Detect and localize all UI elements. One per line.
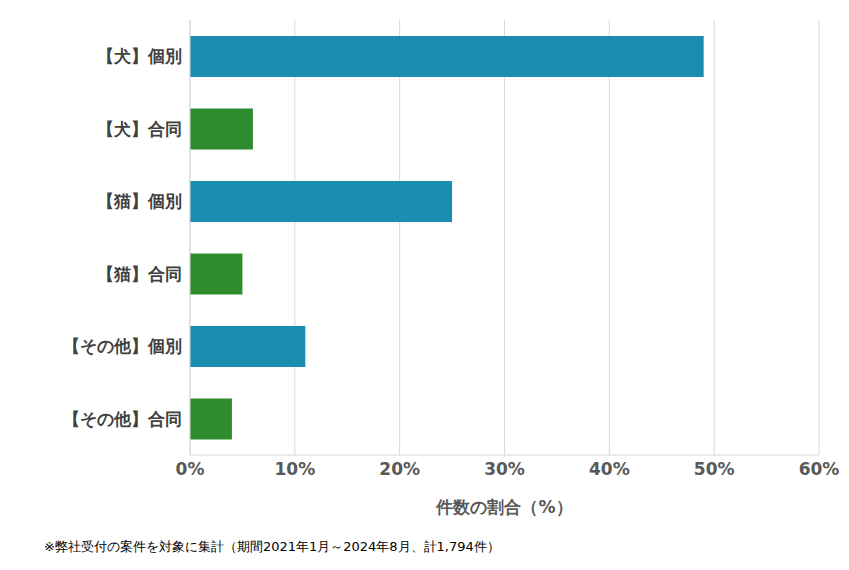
svg-text:0%: 0% — [176, 459, 205, 479]
svg-text:20%: 20% — [379, 459, 420, 479]
svg-text:【猫】合同: 【猫】合同 — [97, 264, 182, 284]
svg-text:件数の割合（%）: 件数の割合（%） — [435, 497, 572, 517]
svg-text:【その他】合同: 【その他】合同 — [63, 409, 182, 429]
svg-text:10%: 10% — [274, 459, 315, 479]
svg-text:【犬】個別: 【犬】個別 — [97, 46, 182, 66]
svg-text:50%: 50% — [694, 459, 735, 479]
svg-text:60%: 60% — [799, 459, 840, 479]
svg-text:【犬】合同: 【犬】合同 — [97, 119, 182, 139]
svg-text:【猫】個別: 【猫】個別 — [97, 191, 182, 211]
svg-text:【その他】個別: 【その他】個別 — [63, 336, 182, 356]
svg-text:40%: 40% — [589, 459, 630, 479]
html-text:※弊社受付の案件を対象に集計（期間2021年1月～2024年: ※弊社受付の案件を対象に集計（期間2021年1月～2024年8月、計1,794件… — [44, 539, 500, 554]
svg-text:30%: 30% — [484, 459, 525, 479]
